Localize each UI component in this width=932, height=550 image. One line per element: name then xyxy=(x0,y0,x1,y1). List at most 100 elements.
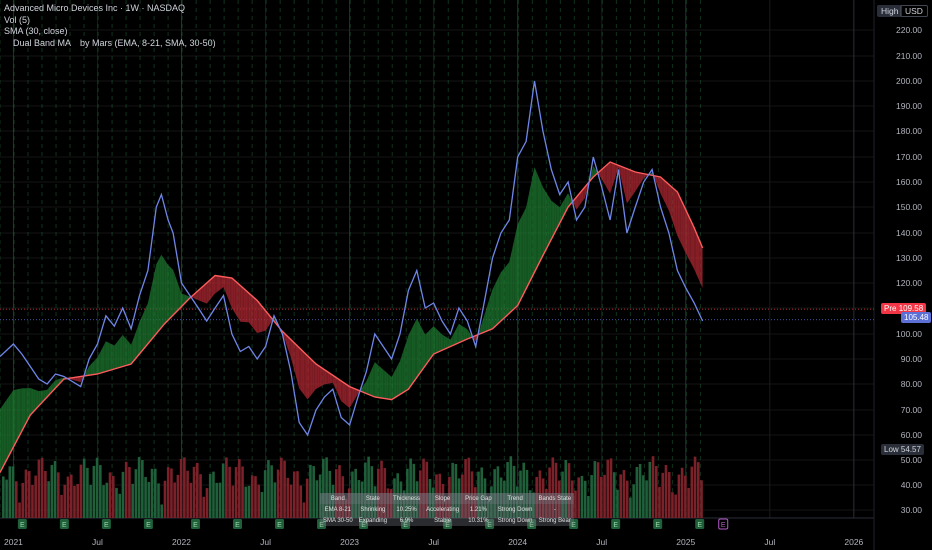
cell: Strong Down xyxy=(494,515,536,526)
volume-bar xyxy=(642,475,645,518)
band-segment xyxy=(401,350,404,394)
band-segment xyxy=(366,377,369,395)
x-tick-label: 2024 xyxy=(508,537,527,547)
sma-indicator-label[interactable]: SMA (30, close) xyxy=(4,26,68,36)
band-segment xyxy=(657,176,659,190)
symbol-title[interactable]: Advanced Micro Devices Inc · 1W · NASDAQ xyxy=(4,3,186,13)
volume-bar xyxy=(186,470,189,518)
band-segment xyxy=(364,381,367,394)
band-segment xyxy=(200,287,202,302)
volume-bar xyxy=(63,484,67,518)
band-segment xyxy=(406,335,409,391)
volume-bar xyxy=(596,462,600,518)
band-segment xyxy=(351,387,353,406)
volume-bar xyxy=(160,504,164,518)
volume-indicator-label[interactable]: Vol (5) xyxy=(4,14,31,25)
band-segment xyxy=(336,377,338,394)
band-segment xyxy=(332,375,335,387)
volume-bar xyxy=(92,465,96,518)
earnings-icon xyxy=(17,519,27,529)
band-segment xyxy=(35,389,37,410)
volume-bar xyxy=(212,471,215,518)
y-tick-label: 160.00 xyxy=(896,177,922,187)
band-segment xyxy=(250,294,253,327)
band-segment xyxy=(373,362,375,397)
band-segment xyxy=(643,173,646,179)
band-segment xyxy=(297,346,300,389)
y-tick-label: 80.00 xyxy=(901,379,923,389)
volume-bar xyxy=(27,471,31,518)
volume-bar xyxy=(590,475,593,518)
volume-bar xyxy=(215,482,218,518)
volume-bar xyxy=(622,470,626,518)
band-segment xyxy=(25,388,27,425)
band-segment xyxy=(484,310,486,333)
band-segment xyxy=(179,288,182,308)
volume-bar xyxy=(700,480,703,518)
band-segment xyxy=(242,287,244,323)
cell: Expanding xyxy=(355,515,391,526)
earnings-letter: E xyxy=(361,522,366,529)
volume-bar xyxy=(173,482,176,518)
band-segment xyxy=(662,178,664,201)
volume-bar xyxy=(509,456,513,518)
band-segment xyxy=(127,340,130,365)
volume-bar xyxy=(18,502,21,518)
volume-bar xyxy=(34,475,37,518)
earnings-letter: E xyxy=(445,522,450,529)
low-label: Low xyxy=(884,445,899,454)
volume-bar xyxy=(228,466,231,518)
band-segment xyxy=(317,365,320,389)
band-segment xyxy=(517,220,520,306)
high-scale-button[interactable]: High xyxy=(877,5,903,17)
dual-band-indicator-label[interactable]: Dual Band MA by Mars (EMA, 8-21, SMA, 30… xyxy=(4,37,216,48)
band-segment xyxy=(327,371,330,384)
earnings-letter: E xyxy=(655,522,660,529)
band-segment xyxy=(216,275,219,293)
volume-bar xyxy=(273,482,277,518)
band-segment xyxy=(561,201,564,221)
band-segment xyxy=(551,200,553,240)
volume-bar xyxy=(189,482,193,518)
band-segment xyxy=(505,264,508,317)
band-segment xyxy=(122,334,125,367)
band-segment xyxy=(117,339,120,368)
cell: Strong Bear xyxy=(535,515,575,526)
band-segment xyxy=(690,220,693,267)
volume-bar xyxy=(551,457,555,518)
volume-bar xyxy=(564,460,568,518)
earnings-letter: E xyxy=(571,522,576,529)
band-segment xyxy=(514,231,516,309)
volume-bar xyxy=(680,467,684,518)
y-tick-label: 90.00 xyxy=(901,354,923,364)
band-segment xyxy=(78,376,81,382)
band-segment xyxy=(346,384,348,407)
volume-bar xyxy=(367,456,370,518)
band-segment xyxy=(389,375,392,400)
volume-bar xyxy=(616,489,619,518)
band-segment xyxy=(289,338,291,358)
pre-value: 109.58 xyxy=(898,304,924,313)
band-segment xyxy=(255,299,258,334)
band-segment xyxy=(467,329,469,339)
band-segment xyxy=(563,198,565,217)
band-segment xyxy=(285,334,288,348)
earnings-icon xyxy=(653,519,663,529)
band-segment xyxy=(1,404,4,470)
band-segment xyxy=(13,389,16,447)
band-segment xyxy=(423,331,426,368)
earnings-letter: E xyxy=(277,522,282,529)
earnings-icon xyxy=(359,519,369,529)
band-segment xyxy=(201,286,204,303)
volume-bar xyxy=(128,467,131,518)
cell: - xyxy=(535,504,575,515)
volume-bar xyxy=(645,480,648,518)
band-segment xyxy=(430,327,432,359)
volume-bar xyxy=(674,494,677,518)
band-segment xyxy=(315,364,318,389)
volume-bar xyxy=(31,484,34,518)
currency-button[interactable]: USD xyxy=(900,5,928,17)
band-segment xyxy=(141,314,143,352)
volume-bar xyxy=(667,472,671,518)
